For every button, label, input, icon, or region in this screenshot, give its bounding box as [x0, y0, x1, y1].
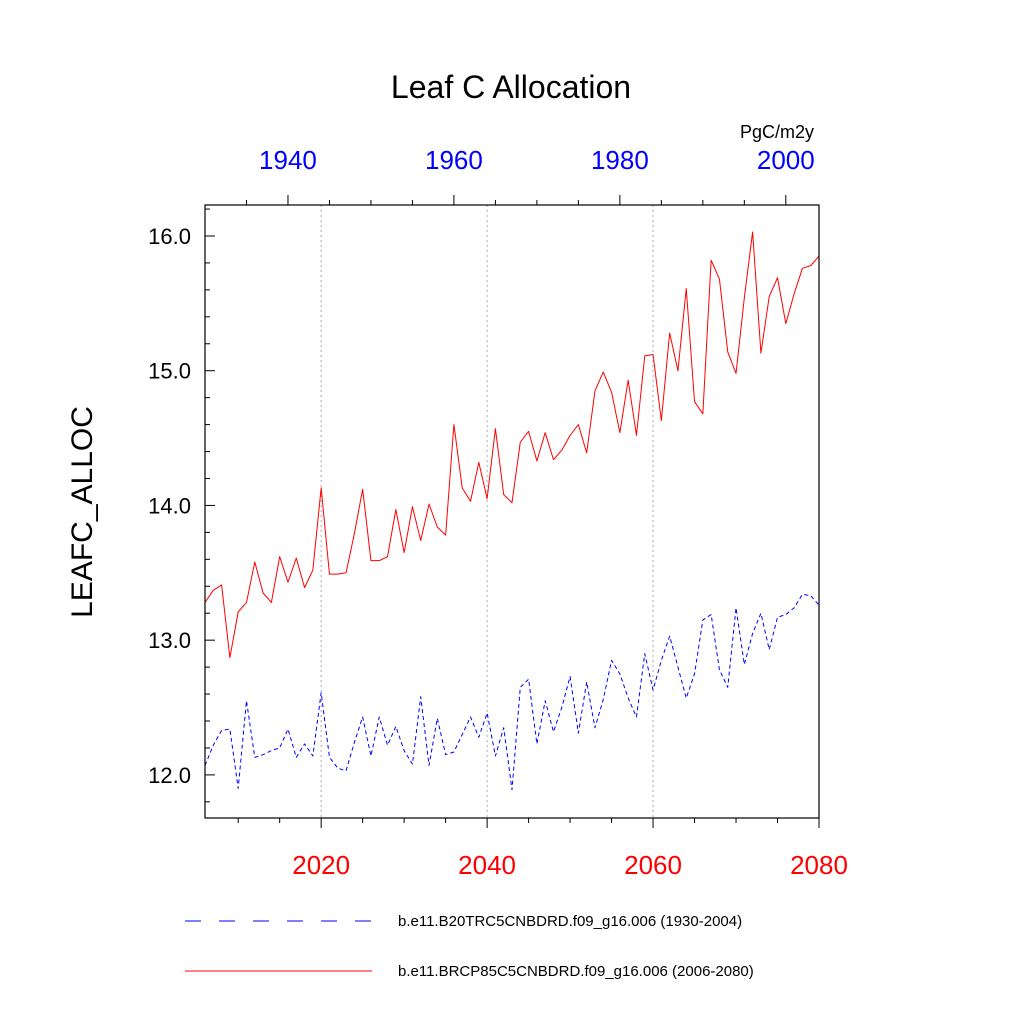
legend: b.e11.B20TRC5CNBDRD.f09_g16.006 (1930-20…	[185, 913, 754, 980]
y-tick-label: 16.0	[148, 224, 191, 249]
series-layer	[204, 231, 820, 791]
x-top-tick-label: 1940	[259, 145, 317, 175]
grid-lines	[320, 205, 654, 818]
x-bottom-tick-label: 2080	[790, 850, 848, 880]
series-line-rcp85	[204, 231, 820, 659]
y-tick-label: 14.0	[148, 493, 191, 518]
x-bottom-tick-label: 2020	[292, 850, 350, 880]
units-label: PgC/m2y	[740, 122, 814, 142]
chart-title: Leaf C Allocation	[391, 69, 631, 105]
plot-frame	[204, 204, 820, 819]
y-tick-label: 13.0	[148, 628, 191, 653]
y-axis-label: LEAFC_ALLOC	[66, 406, 99, 618]
x-top-tick-label: 2000	[757, 145, 815, 175]
x-bottom-tick-label: 2060	[624, 850, 682, 880]
x-bottom-tick-label: 2040	[458, 850, 516, 880]
axis-ticks	[205, 195, 820, 828]
series-line-historical	[204, 593, 820, 791]
x-top-tick-label: 1980	[591, 145, 649, 175]
legend-label-historical: b.e11.B20TRC5CNBDRD.f09_g16.006 (1930-20…	[398, 913, 742, 930]
y-tick-label: 15.0	[148, 359, 191, 384]
legend-label-rcp85: b.e11.BRCP85C5CNBDRD.f09_g16.006 (2006-2…	[398, 963, 754, 980]
tick-labels: 12.0 13.0 14.0 15.0 16.0 2020 2040 2060 2080 1940…	[148, 145, 848, 880]
y-tick-label: 12.0	[148, 763, 191, 788]
x-top-tick-label: 1960	[425, 145, 483, 175]
